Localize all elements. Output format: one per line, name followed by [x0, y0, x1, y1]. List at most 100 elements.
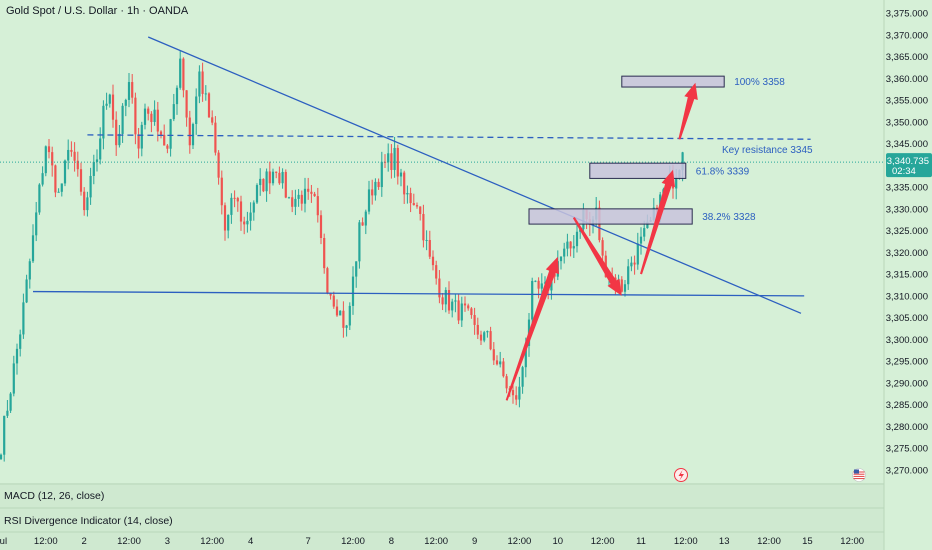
candle-body — [47, 146, 51, 153]
support-line — [32, 290, 805, 297]
candle-body — [6, 410, 9, 416]
candle-body — [463, 303, 467, 306]
candle-body — [540, 283, 543, 289]
candle-body — [361, 222, 364, 226]
candle-body — [54, 165, 57, 193]
candle-body — [3, 415, 6, 455]
candle-body — [105, 103, 108, 106]
x-tick-label: 12:00 — [591, 536, 615, 547]
candle-body — [44, 146, 47, 174]
candle-body — [499, 361, 502, 365]
y-tick-label: 3,345.000 — [886, 139, 928, 150]
candle-body — [230, 197, 233, 215]
candle-body — [108, 94, 111, 104]
candle-body — [41, 173, 44, 185]
x-tick-label: 2 — [82, 536, 87, 547]
candle-body — [326, 268, 329, 294]
candle-body — [188, 117, 191, 146]
candle-body — [620, 279, 623, 292]
candle-body — [518, 386, 521, 400]
candle-body — [339, 310, 342, 316]
candle-body — [441, 297, 444, 305]
candle-body — [102, 105, 105, 139]
candle-body — [9, 393, 12, 411]
x-tick-label: 12:00 — [757, 536, 781, 547]
candle-body — [294, 198, 297, 207]
candle-body — [169, 119, 172, 149]
y-tick-label: 3,335.000 — [886, 183, 928, 194]
candle-body — [479, 334, 483, 341]
candle-body — [99, 138, 102, 160]
candle-body — [191, 124, 195, 146]
rsi-panel-label[interactable]: RSI Divergence Indicator (14, close) — [4, 515, 173, 527]
candle-body — [575, 231, 579, 247]
candle-body — [262, 178, 265, 192]
candle-body — [451, 301, 454, 311]
candle-body — [86, 197, 89, 211]
candle-body — [275, 171, 278, 173]
candle-body — [268, 171, 271, 184]
candle-body — [447, 290, 451, 311]
candle-body — [396, 147, 399, 177]
candle-body — [265, 171, 268, 192]
candle-body — [406, 192, 409, 195]
candle-body — [495, 360, 499, 365]
macd-panel-label[interactable]: MACD (12, 26, close) — [4, 490, 105, 502]
candle-body — [118, 133, 121, 146]
candle-body — [121, 105, 124, 134]
candle-body — [435, 265, 438, 279]
candle-body — [246, 220, 249, 225]
projection-arrow — [678, 82, 698, 140]
y-tick-label: 3,270.000 — [886, 465, 928, 476]
candle-body — [31, 235, 35, 262]
candle-body — [156, 109, 159, 132]
fib-zone-label: 100% 3358 — [734, 77, 785, 88]
candle-body — [79, 169, 83, 192]
candle-body — [345, 325, 348, 328]
candle-body — [505, 376, 508, 389]
y-tick-label: 3,365.000 — [886, 52, 928, 63]
projection-arrow — [572, 217, 622, 296]
x-tick-label: 13 — [719, 536, 730, 547]
y-tick-label: 3,360.000 — [886, 74, 928, 85]
y-tick-label: 3,300.000 — [886, 335, 928, 346]
candle-body — [252, 202, 255, 213]
candle-body — [159, 131, 163, 135]
candle-body — [73, 151, 76, 161]
candle-body — [163, 134, 166, 146]
candle-body — [332, 295, 335, 307]
candle-body — [630, 262, 633, 267]
candle-body — [476, 324, 479, 335]
y-tick-label: 3,280.000 — [886, 422, 928, 433]
x-tick-label: 4 — [248, 536, 253, 547]
candle-body — [675, 177, 678, 189]
y-tick-label: 3,375.000 — [886, 9, 928, 20]
candle-body — [409, 192, 412, 204]
candle-body — [124, 99, 127, 106]
candle-body — [137, 134, 140, 149]
candle-body — [492, 349, 495, 361]
candle-body — [627, 266, 630, 285]
candle-body — [214, 122, 217, 153]
y-tick-label: 3,315.000 — [886, 270, 928, 281]
candle-body — [467, 305, 470, 309]
fib-zone — [621, 75, 725, 88]
candle-body — [140, 124, 143, 149]
candle-body — [438, 278, 441, 298]
candle-body — [460, 303, 463, 321]
x-tick-label: 10 — [553, 536, 564, 547]
candle-body — [515, 395, 518, 400]
y-tick-label: 3,285.000 — [886, 400, 928, 411]
us-flag-canton — [854, 469, 859, 474]
x-tick-label: 12:00 — [840, 536, 864, 547]
candle-body — [371, 189, 374, 196]
candle-body — [310, 191, 313, 194]
price-axis-bg — [884, 0, 932, 550]
candle-body — [422, 213, 425, 241]
candle-body — [351, 276, 355, 306]
candle-body — [367, 189, 371, 212]
x-tick-label: 12:00 — [34, 536, 58, 547]
candle-body — [76, 160, 79, 170]
candle-body — [489, 331, 492, 350]
